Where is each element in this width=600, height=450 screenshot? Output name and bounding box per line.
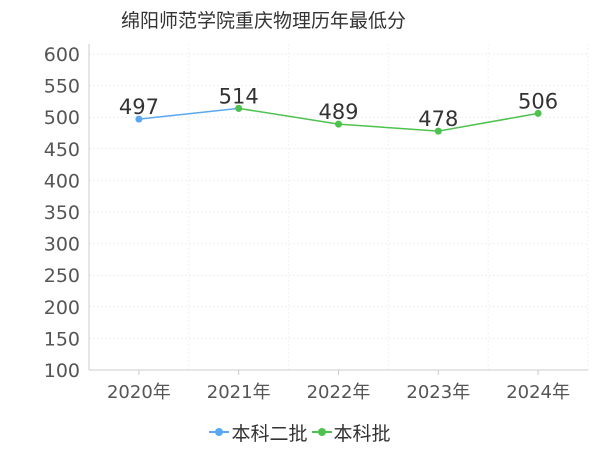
series-line-1 [138, 107, 239, 120]
y-tick-label: 500 [44, 107, 80, 129]
data-point [534, 109, 542, 117]
chart-legend: 本科二批 本科批 [0, 419, 600, 446]
data-label: 478 [418, 107, 458, 131]
y-tick-label: 350 [44, 202, 80, 224]
legend-item-series-2[interactable]: 本科批 [311, 419, 391, 446]
y-tick-label: 150 [44, 328, 80, 350]
legend-marker-icon [311, 426, 332, 438]
data-point [135, 115, 143, 123]
data-label: 514 [219, 84, 259, 108]
y-tick-label: 600 [44, 44, 80, 66]
x-tick-label: 2024年 [506, 382, 570, 403]
legend-label: 本科批 [333, 422, 391, 445]
y-tick-label: 100 [44, 360, 80, 382]
legend-marker-icon [209, 426, 230, 438]
y-tick-label: 200 [44, 297, 80, 319]
y-tick-label: 550 [44, 76, 80, 98]
legend-item-series-1[interactable]: 本科二批 [209, 419, 308, 446]
legend-label: 本科二批 [231, 422, 308, 445]
x-tick-label: 2023年 [406, 382, 470, 403]
x-tick-label: 2021年 [207, 382, 271, 403]
y-tick-label: 250 [44, 265, 80, 287]
data-label: 489 [318, 100, 358, 124]
data-point [335, 120, 342, 128]
data-label: 506 [518, 89, 558, 113]
x-tick-label: 2022年 [307, 382, 371, 403]
y-tick-label: 450 [44, 139, 80, 161]
series-line-2 [238, 107, 539, 132]
chart-title: 绵阳师范学院重庆物理历年最低分 [121, 10, 407, 32]
data-point [235, 104, 243, 112]
y-tick-label: 300 [44, 234, 80, 256]
data-point [434, 127, 442, 135]
y-tick-label: 400 [44, 170, 80, 192]
data-label: 497 [119, 95, 159, 119]
x-tick-label: 2020年 [107, 382, 171, 403]
